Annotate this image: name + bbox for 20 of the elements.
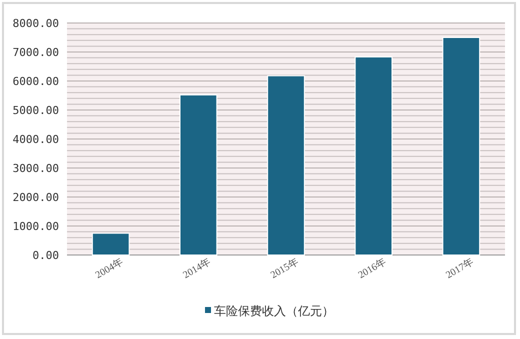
y-tick-label: 6000.00 bbox=[12, 75, 59, 88]
y-tick-label: 1000.00 bbox=[12, 220, 59, 233]
y-tick-label: 8000.00 bbox=[12, 17, 59, 30]
x-tick-label: 2017年 bbox=[444, 256, 476, 282]
x-tick-label: 2015年 bbox=[268, 256, 300, 282]
y-tick-label: 3000.00 bbox=[12, 162, 59, 175]
x-tick-label: 2014年 bbox=[180, 256, 213, 282]
bar bbox=[354, 56, 392, 256]
y-tick-label: 4000.00 bbox=[12, 133, 59, 146]
bar bbox=[92, 232, 130, 256]
x-tick-label: 2016年 bbox=[356, 256, 388, 282]
bar bbox=[267, 75, 305, 256]
y-tick-label: 5000.00 bbox=[12, 104, 59, 117]
y-tick-label: 2000.00 bbox=[12, 191, 59, 204]
legend-label: 车险保费收入（亿元） bbox=[214, 304, 334, 318]
y-tick-label: 0.00 bbox=[32, 249, 59, 262]
y-tick-label: 7000.00 bbox=[12, 46, 59, 59]
bar bbox=[442, 37, 480, 256]
x-tick-label: 2004年 bbox=[93, 256, 126, 282]
bar bbox=[180, 94, 218, 256]
